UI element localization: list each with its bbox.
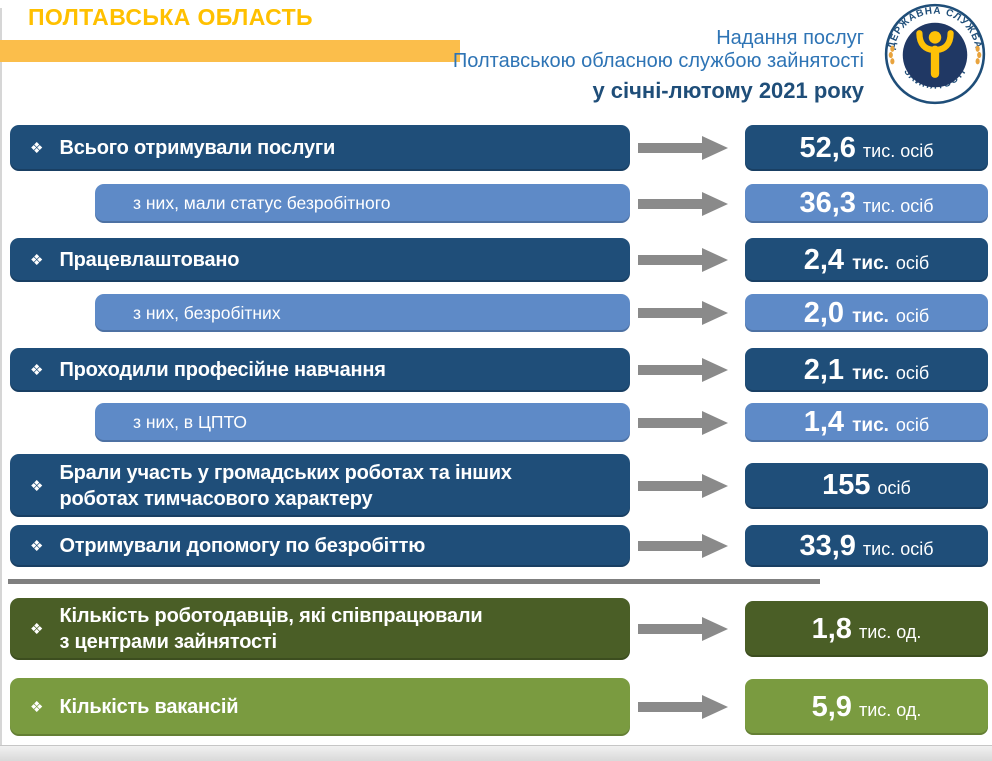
diamond-bullet-icon: ❖ — [30, 362, 44, 379]
logo-person-icon — [916, 30, 954, 78]
value-number: 1,8 — [811, 612, 852, 645]
diamond-bullet-icon: ❖ — [30, 538, 44, 555]
value-unit-bold: тис. — [852, 362, 889, 384]
stat-label: Кількість вакансій — [59, 696, 239, 718]
value-number: 2,4 — [803, 243, 845, 276]
logo-wheat-left-icon — [888, 45, 895, 65]
diamond-bullet-icon: ❖ — [30, 140, 44, 157]
stat-bar: ❖ Всього отримували послуги — [10, 125, 630, 171]
value-unit: тис. осіб — [862, 538, 934, 559]
stat-row-employers: ❖ Кількість роботодавців, які співпрацюв… — [10, 598, 992, 660]
stat-label: Всього отримували послуги — [59, 137, 336, 159]
value-unit: тис. од. — [858, 699, 922, 720]
stat-row-employed-unemployed: з них, безробітних 2,0 тис. осіб — [10, 294, 992, 332]
value-box: 2,4 тис. осіб — [745, 238, 988, 282]
value-unit: осіб — [877, 478, 911, 498]
stat-row-public-works: ❖ Брали участь у громадських роботах та … — [10, 454, 992, 517]
stat-label: з них, в ЦПТО — [133, 412, 247, 433]
stat-bar: з них, безробітних — [95, 294, 630, 332]
stat-label: Брали участь у громадських роботах та ін… — [59, 461, 512, 510]
stat-bar: ❖ Кількість вакансій — [10, 678, 630, 736]
value-unit: тис. од. — [858, 621, 922, 642]
section-divider — [8, 579, 820, 584]
left-edge-line — [0, 8, 2, 747]
stat-bar: з них, мали статус безробітного — [95, 184, 630, 223]
stat-row-total-services: ❖ Всього отримували послуги 52,6 тис. осі… — [10, 125, 992, 171]
logo-wheat-right-icon — [975, 45, 982, 65]
state-employment-service-logo-icon: ДЕРЖАВНА СЛУЖБА ЗАЙНЯТОСТІ — [884, 3, 986, 105]
subtitle-line1: Надання послуг — [716, 27, 864, 49]
arrow-right-icon — [630, 454, 745, 517]
diamond-bullet-icon: ❖ — [30, 699, 44, 716]
stat-bar: ❖ Працевлаштовано — [10, 238, 630, 282]
subtitle-line2: Полтавською обласною службою зайнятості — [452, 50, 864, 72]
arrow-right-icon — [630, 348, 745, 392]
bottom-band — [0, 745, 992, 761]
diamond-bullet-icon: ❖ — [30, 621, 44, 638]
arrow-right-icon — [630, 525, 745, 567]
value-box: 2,0 тис. осіб — [745, 294, 988, 332]
value-unit-bold: тис. — [852, 305, 889, 327]
page-title: ПОЛТАВСЬКА ОБЛАСТЬ — [28, 4, 313, 30]
stat-label: Кількість роботодавців, які співпрацювал… — [59, 605, 483, 653]
value-unit: тис. осіб — [862, 140, 934, 161]
value-box: 2,1 тис. осіб — [745, 348, 988, 392]
value-number: 1,4 — [803, 406, 845, 438]
subtitle-block: Надання послуг Полтавською обласною служ… — [453, 27, 864, 102]
value-unit: тис. осіб — [862, 196, 934, 216]
stat-row-cpto: з них, в ЦПТО 1,4 тис. осіб — [10, 403, 992, 442]
value-unit-bold: тис. — [852, 415, 889, 436]
arrow-right-icon — [630, 125, 745, 171]
stat-bar: ❖ Брали участь у громадських роботах та … — [10, 454, 630, 517]
stat-row-employed: ❖ Працевлаштовано 2,4 тис. осіб — [10, 238, 992, 282]
value-box: 36,3 тис. осіб — [745, 184, 988, 223]
value-box: 155 осіб — [745, 462, 988, 509]
arrow-right-icon — [630, 238, 745, 282]
stat-bar: ❖ Кількість роботодавців, які співпрацюв… — [10, 598, 630, 660]
stat-label: з них, мали статус безробітного — [133, 193, 391, 214]
value-number: 52,6 — [799, 131, 856, 164]
value-box: 33,9 тис. осіб — [745, 525, 988, 567]
value-unit: осіб — [895, 362, 930, 383]
stat-label: Проходили професійне навчання — [59, 359, 386, 381]
arrow-right-icon — [630, 294, 745, 332]
header: ПОЛТАВСЬКА ОБЛАСТЬ Надання послуг Полтав… — [0, 0, 992, 115]
value-unit: осіб — [895, 252, 930, 273]
stat-bar: з них, в ЦПТО — [95, 403, 630, 442]
value-unit: осіб — [895, 415, 930, 435]
stat-label: Працевлаштовано — [59, 249, 240, 271]
period-line: у січні-лютому 2021 року — [592, 78, 864, 103]
stat-bar: ❖ Проходили професійне навчання — [10, 348, 630, 392]
value-box: 1,8 тис. од. — [745, 601, 988, 657]
arrow-right-icon — [630, 598, 745, 660]
arrow-right-icon — [630, 678, 745, 736]
stat-bar: ❖ Отримували допомогу по безробіттю — [10, 525, 630, 567]
value-number: 155 — [822, 469, 871, 501]
value-number: 2,0 — [803, 296, 845, 329]
value-unit-bold: тис. — [852, 252, 889, 274]
stat-label: з них, безробітних — [133, 302, 281, 323]
diamond-bullet-icon: ❖ — [30, 252, 44, 269]
arrow-right-icon — [630, 403, 745, 442]
stats-list: ❖ Всього отримували послуги 52,6 тис. осі… — [0, 125, 992, 736]
value-box: 5,9 тис. од. — [745, 679, 988, 735]
value-box: 52,6 тис. осіб — [745, 125, 988, 171]
arrow-right-icon — [630, 184, 745, 223]
diamond-bullet-icon: ❖ — [30, 477, 44, 495]
stat-row-vocational-training: ❖ Проходили професійне навчання 2,1 тис. о… — [10, 348, 992, 392]
stat-row-unemployed-status: з них, мали статус безробітного 36,3 тис.… — [10, 184, 992, 223]
stat-label: Отримували допомогу по безробіттю — [59, 535, 426, 557]
stat-row-unemployment-benefit: ❖ Отримували допомогу по безробіттю 33,9… — [10, 525, 992, 567]
value-number: 33,9 — [799, 529, 856, 562]
value-number: 2,1 — [803, 353, 845, 386]
accent-bar — [0, 40, 460, 62]
value-number: 36,3 — [799, 187, 856, 219]
stat-row-vacancies: ❖ Кількість вакансій 5,9 тис. од. — [10, 678, 992, 736]
value-unit: осіб — [895, 305, 930, 326]
value-box: 1,4 тис. осіб — [745, 403, 988, 442]
value-number: 5,9 — [811, 690, 852, 723]
